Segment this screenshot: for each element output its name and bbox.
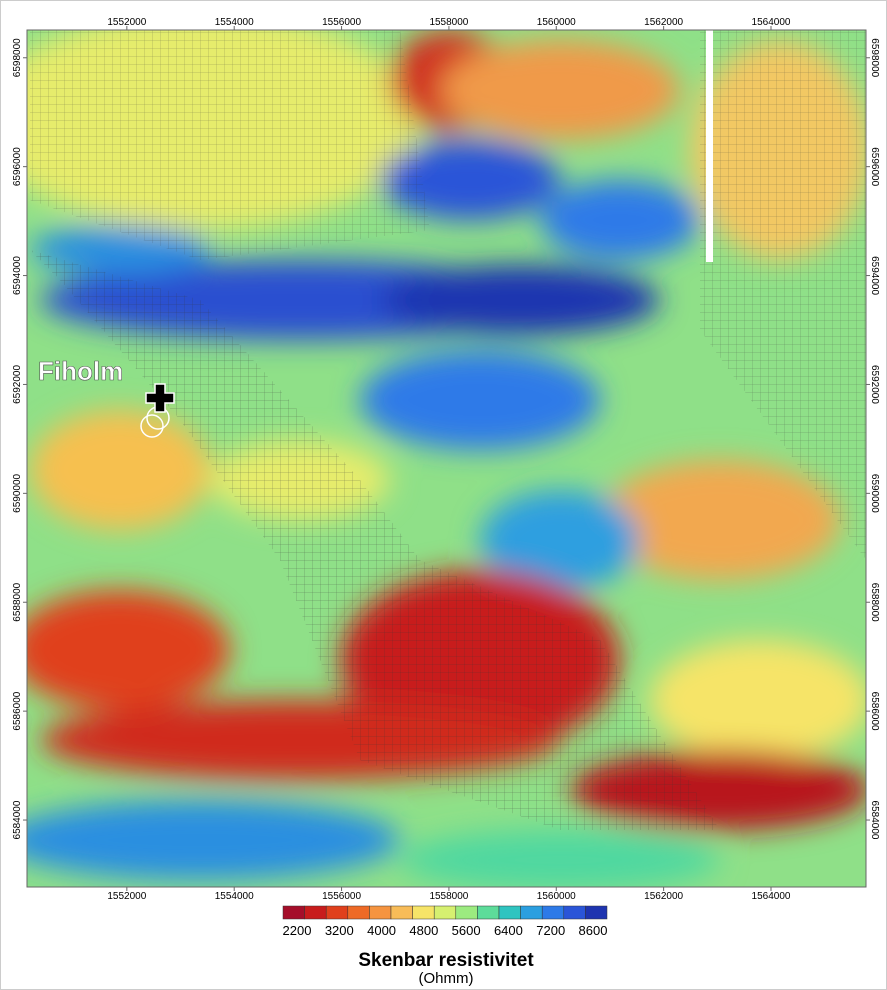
colorbar-swatch	[564, 906, 586, 919]
colorbar-swatch	[391, 906, 413, 919]
resistivity-map	[0, 10, 870, 890]
y-tick-label: 6592000	[12, 365, 23, 404]
colorbar-tick-label: 6400	[494, 923, 523, 938]
x-tick-label: 1560000	[537, 891, 576, 902]
colorbar-swatch	[521, 906, 543, 919]
colorbar-unit: (Ohmm)	[419, 970, 474, 987]
y-tick-label: 6586000	[12, 691, 23, 730]
colorbar-swatch	[369, 906, 391, 919]
colorbar-swatch	[348, 906, 370, 919]
colorbar-swatch	[434, 906, 456, 919]
colorbar-swatch	[585, 906, 607, 919]
colorbar-swatch	[477, 906, 499, 919]
x-tick-label: 1558000	[429, 891, 468, 902]
x-tick-label: 1558000	[429, 17, 468, 28]
y-tick-label: 6590000	[12, 473, 23, 512]
map-figure: Fiholm Skenbar resistivitet (Ohmm) 15520…	[0, 0, 887, 990]
y-tick-label: 6594000	[869, 256, 880, 295]
colorbar-tick-label: 2200	[283, 923, 312, 938]
y-tick-label: 6596000	[869, 147, 880, 186]
colorbar-swatch	[305, 906, 327, 919]
colorbar-title: Skenbar resistivitet	[358, 950, 534, 971]
y-tick-label: 6598000	[12, 38, 23, 77]
colorbar-swatch	[456, 906, 478, 919]
x-tick-label: 1552000	[107, 17, 146, 28]
colorbar-tick-label: 4800	[409, 923, 438, 938]
colorbar-tick-label: 7200	[536, 923, 565, 938]
x-tick-label: 1562000	[644, 17, 683, 28]
y-tick-label: 6588000	[12, 582, 23, 621]
x-tick-label: 1560000	[537, 17, 576, 28]
colorbar-tick-label: 5600	[452, 923, 481, 938]
x-tick-label: 1554000	[215, 891, 254, 902]
x-tick-label: 1554000	[215, 17, 254, 28]
place-label: Fiholm	[38, 356, 123, 386]
colorbar-swatch	[542, 906, 564, 919]
y-tick-label: 6586000	[869, 692, 880, 731]
y-tick-label: 6588000	[869, 583, 880, 622]
y-tick-label: 6584000	[869, 801, 880, 840]
y-tick-label: 6592000	[869, 365, 880, 404]
colorbar-swatch	[326, 906, 348, 919]
colorbar-swatch	[413, 906, 435, 919]
colorbar-tick-label: 8600	[579, 923, 608, 938]
x-tick-label: 1556000	[322, 17, 361, 28]
x-tick-label: 1564000	[752, 17, 791, 28]
y-tick-label: 6596000	[12, 147, 23, 186]
colorbar-tick-label: 3200	[325, 923, 354, 938]
colorbar-swatch	[283, 906, 305, 919]
x-tick-label: 1552000	[107, 891, 146, 902]
x-tick-label: 1564000	[752, 891, 791, 902]
y-tick-label: 6598000	[869, 38, 880, 77]
x-tick-label: 1556000	[322, 891, 361, 902]
colorbar-tick-label: 4000	[367, 923, 396, 938]
colorbar-swatch	[499, 906, 521, 919]
y-tick-label: 6590000	[869, 474, 880, 513]
y-tick-label: 6594000	[12, 256, 23, 295]
x-tick-label: 1562000	[644, 891, 683, 902]
page: Fiholm Skenbar resistivitet (Ohmm) 15520…	[0, 0, 887, 990]
y-tick-label: 6584000	[12, 800, 23, 839]
